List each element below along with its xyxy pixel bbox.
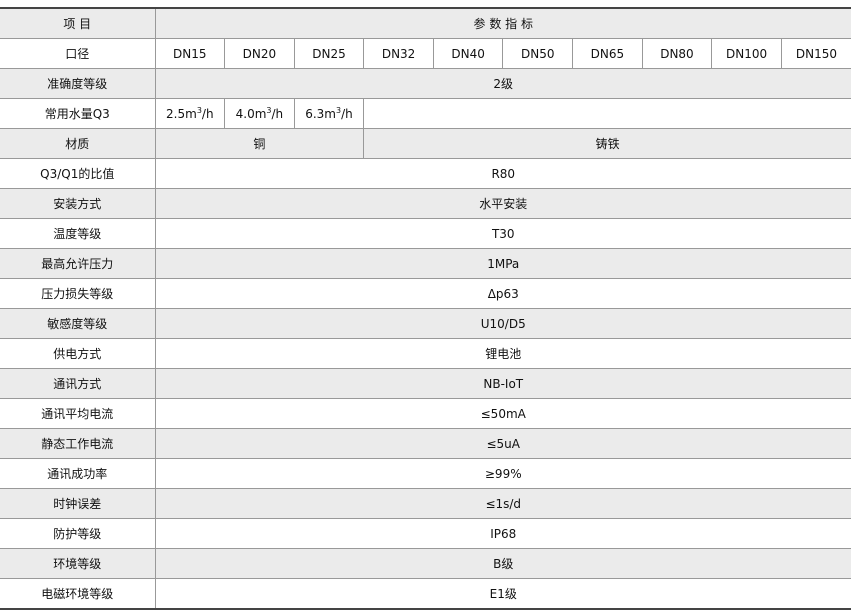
row-label: 通讯方式 [0, 368, 155, 399]
row-value: ≥99% [154, 458, 851, 489]
table-row: 通讯平均电流 ≤50mA [0, 398, 851, 429]
row-value: ≤5uA [154, 428, 851, 459]
row-label: 防护等级 [0, 518, 155, 549]
row-value: NB-IoT [154, 368, 851, 399]
diameter-cell: DN20 [224, 38, 295, 69]
row-value: E1级 [154, 578, 851, 609]
row-label: 环境等级 [0, 548, 155, 579]
row-label: 温度等级 [0, 218, 155, 249]
diameter-cell: DN80 [641, 38, 712, 69]
table-row: 静态工作电流 ≤5uA [0, 428, 851, 459]
table-row: Q3/Q1的比值 R80 [0, 158, 851, 189]
q3-cell: 6.3m3/h [293, 98, 364, 129]
table-row: 敏感度等级 U10/D5 [0, 308, 851, 339]
q3-cell: 4.0m3/h [224, 98, 295, 129]
row-value: B级 [154, 548, 851, 579]
table-row: 通讯成功率 ≥99% [0, 458, 851, 489]
row-label: 敏感度等级 [0, 308, 155, 339]
row-label: 最高允许压力 [0, 248, 155, 279]
diameter-row: 口径 DN15 DN20 DN25 DN32 DN40 DN50 DN65 DN80 DN100… [0, 38, 851, 69]
header-item: 项 目 [0, 7, 155, 39]
diameter-cell: DN100 [711, 38, 782, 69]
row-label: 常用水量Q3 [0, 98, 155, 129]
row-value: ≤50mA [154, 398, 851, 429]
diameter-cell: DN40 [432, 38, 503, 69]
row-label: 供电方式 [0, 338, 155, 369]
row-value: 1MPa [154, 248, 851, 279]
q3-empty-cell [363, 98, 851, 129]
header-spec: 参 数 指 标 [154, 7, 851, 39]
table-row: 压力损失等级 Δp63 [0, 278, 851, 309]
spec-table: 项 目 参 数 指 标 口径 DN15 DN20 DN25 DN32 DN40 DN50 D… [0, 7, 851, 610]
table-row: 防护等级 IP68 [0, 518, 851, 549]
row-value: T30 [154, 218, 851, 249]
row-label: 准确度等级 [0, 68, 155, 99]
row-label: Q3/Q1的比值 [0, 158, 155, 189]
row-label: 时钟误差 [0, 488, 155, 519]
table-row: 电磁环境等级 E1级 [0, 578, 851, 609]
row-label: 通讯平均电流 [0, 398, 155, 429]
table-row: 安装方式 水平安装 [0, 188, 851, 219]
row-label: 电磁环境等级 [0, 578, 155, 609]
diameter-cell: DN32 [363, 38, 434, 69]
q3-row: 常用水量Q3 2.5m3/h 4.0m3/h 6.3m3/h [0, 98, 851, 129]
row-value: 2级 [154, 68, 851, 99]
diameter-cell: DN150 [780, 38, 851, 69]
q3-cell: 2.5m3/h [154, 98, 225, 129]
row-value: Δp63 [154, 278, 851, 309]
table-row: 最高允许压力 1MPa [0, 248, 851, 279]
row-value: 锂电池 [154, 338, 851, 369]
diameter-cell: DN15 [154, 38, 225, 69]
row-label: 通讯成功率 [0, 458, 155, 489]
diameter-cell: DN50 [502, 38, 573, 69]
material-row: 材质 铜 铸铁 [0, 128, 851, 159]
diameter-cell: DN25 [293, 38, 364, 69]
table-row: 环境等级 B级 [0, 548, 851, 579]
material-cast-iron: 铸铁 [363, 128, 851, 159]
row-value: R80 [154, 158, 851, 189]
material-copper: 铜 [154, 128, 364, 159]
row-label: 材质 [0, 128, 155, 159]
diameter-cell: DN65 [572, 38, 643, 69]
table-row: 供电方式 锂电池 [0, 338, 851, 369]
row-value: U10/D5 [154, 308, 851, 339]
table-row: 通讯方式 NB-IoT [0, 368, 851, 399]
table-row: 温度等级 T30 [0, 218, 851, 249]
row-label: 口径 [0, 38, 155, 69]
header-row: 项 目 参 数 指 标 [0, 7, 851, 39]
row-label: 静态工作电流 [0, 428, 155, 459]
row-value: IP68 [154, 518, 851, 549]
table-row: 时钟误差 ≤1s/d [0, 488, 851, 519]
accuracy-row: 准确度等级 2级 [0, 68, 851, 99]
row-label: 安装方式 [0, 188, 155, 219]
row-label: 压力损失等级 [0, 278, 155, 309]
row-value: 水平安装 [154, 188, 851, 219]
row-value: ≤1s/d [154, 488, 851, 519]
